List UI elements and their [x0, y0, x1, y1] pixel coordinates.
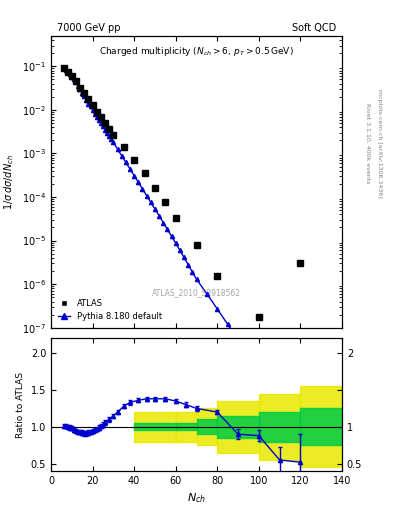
Text: mcplots.cern.ch [arXiv:1306.3436]: mcplots.cern.ch [arXiv:1306.3436] — [377, 89, 382, 198]
Legend: ATLAS, Pythia 8.180 default: ATLAS, Pythia 8.180 default — [55, 296, 165, 324]
Y-axis label: $1/\sigma\,d\sigma/dN_{ch}$: $1/\sigma\,d\sigma/dN_{ch}$ — [3, 154, 17, 210]
Text: 7000 GeV pp: 7000 GeV pp — [57, 23, 120, 33]
Text: Charged multiplicity ($N_{ch}>6,\,p_T>0.5\,\mathrm{GeV}$): Charged multiplicity ($N_{ch}>6,\,p_T>0.… — [99, 45, 294, 57]
Y-axis label: Ratio to ATLAS: Ratio to ATLAS — [16, 372, 25, 438]
X-axis label: $N_{ch}$: $N_{ch}$ — [187, 492, 206, 505]
Text: ATLAS_2010_S8918562: ATLAS_2010_S8918562 — [152, 288, 241, 297]
Text: Soft QCD: Soft QCD — [292, 23, 336, 33]
Text: Rivet 3.1.10, 400k events: Rivet 3.1.10, 400k events — [365, 103, 371, 184]
